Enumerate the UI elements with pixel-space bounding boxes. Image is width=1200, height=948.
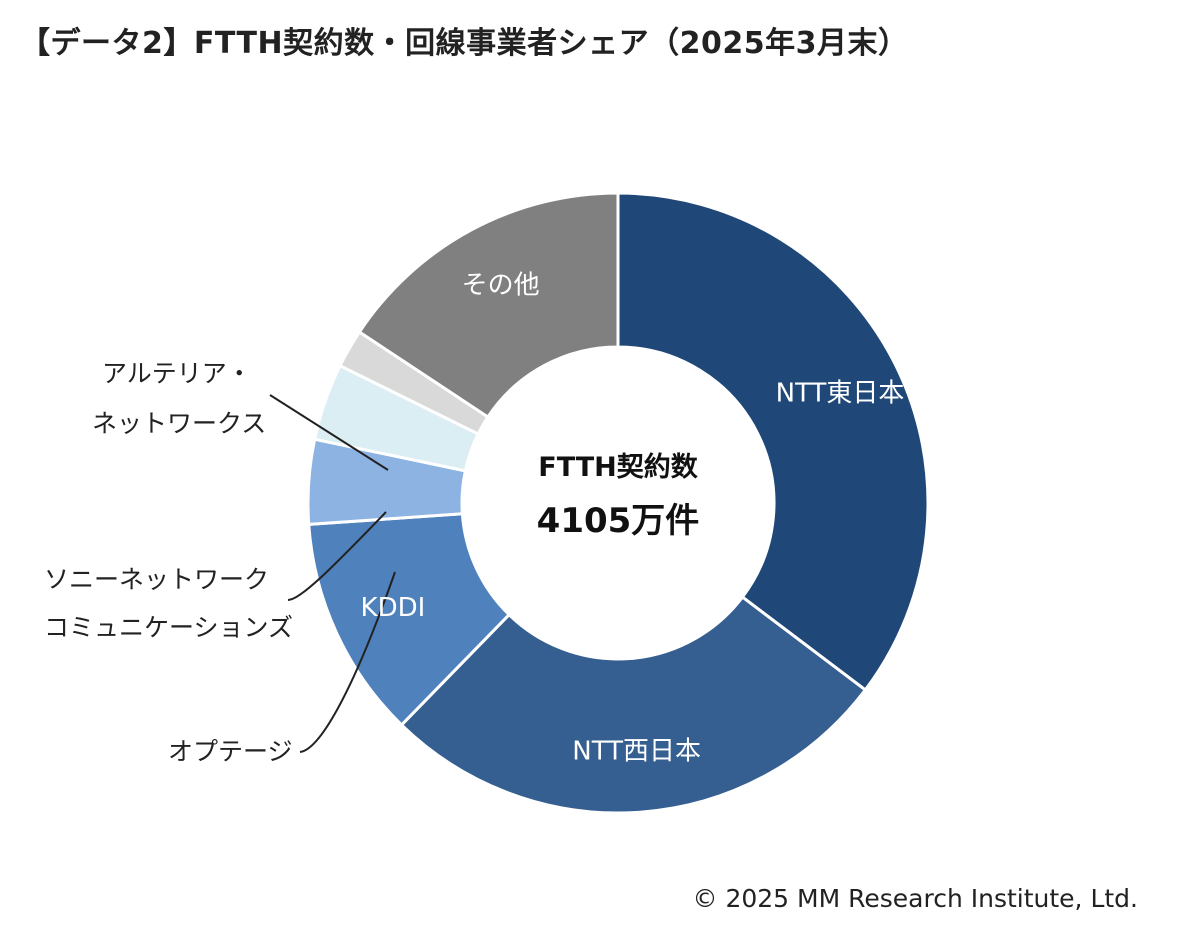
slice-6 bbox=[357, 191, 620, 420]
leader-line-4 bbox=[287, 511, 387, 601]
leader-line-5 bbox=[269, 394, 389, 471]
side-label-4-1: コミュニケーションズ bbox=[44, 613, 293, 642]
side-label-3-0: オプテージ bbox=[168, 737, 293, 766]
leader-line-3 bbox=[299, 571, 396, 753]
center-total: 4105万件 bbox=[537, 501, 700, 541]
slice-0 bbox=[616, 191, 930, 693]
leader-lines bbox=[269, 394, 396, 753]
slice-label-6: その他 bbox=[462, 271, 540, 301]
slice-labels: NTT東日本 NTT西日本 KDDI オプテージ ソニーネットワークコミュニケーションズ… bbox=[44, 271, 904, 767]
slice-label-1: NTT西日本 bbox=[572, 736, 701, 766]
side-label-5-0: アルテリア・ bbox=[102, 359, 252, 388]
side-label-5-1: ネットワークス bbox=[92, 409, 266, 438]
slice-1 bbox=[399, 594, 868, 815]
side-label-4-0: ソニーネットワーク bbox=[44, 565, 269, 594]
slice-label-0: NTT東日本 bbox=[776, 378, 905, 408]
slice-2 bbox=[307, 512, 512, 728]
copyright-notice: © 2025 MM Research Institute, Ltd. bbox=[692, 884, 1138, 913]
chart-title: 【データ2】FTTH契約数・回線事業者シェア（2025年3月末） bbox=[20, 26, 909, 61]
center-title: FTTH契約数 bbox=[538, 451, 698, 483]
donut-slices bbox=[306, 191, 930, 815]
slice-label-2: KDDI bbox=[361, 593, 426, 623]
